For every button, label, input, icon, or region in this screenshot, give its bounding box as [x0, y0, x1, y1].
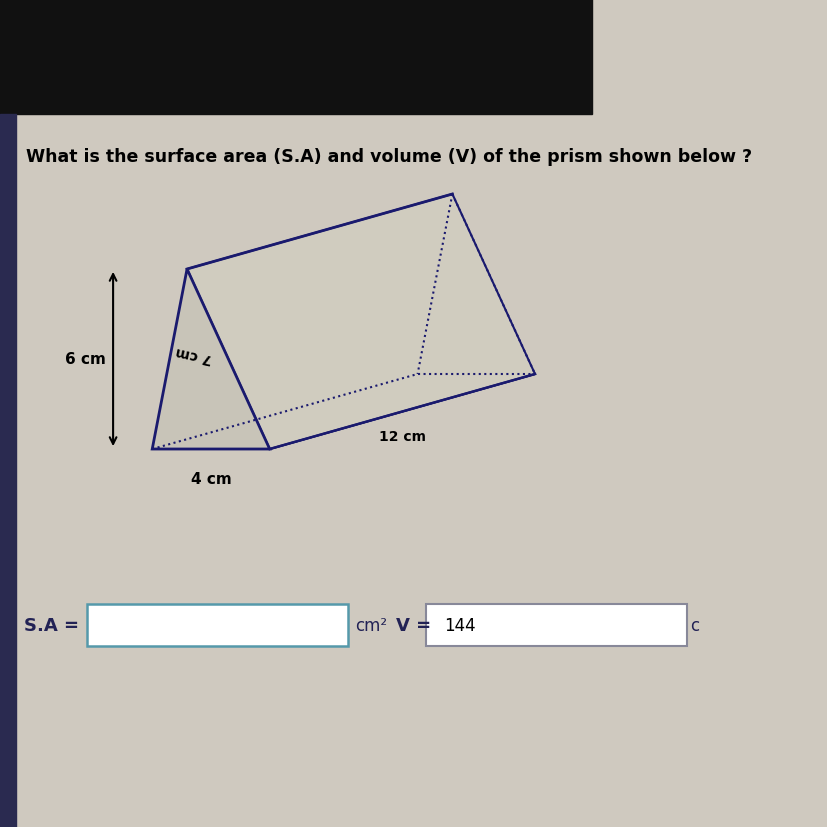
Bar	[0, 115, 16, 827]
Polygon shape	[152, 375, 534, 449]
FancyBboxPatch shape	[87, 605, 347, 646]
Text: 7 cm: 7 cm	[174, 344, 213, 366]
Text: 12 cm: 12 cm	[379, 430, 425, 444]
Bar	[0, 0, 590, 115]
Text: 4 cm: 4 cm	[190, 471, 231, 486]
Text: cm²: cm²	[355, 616, 386, 634]
Polygon shape	[187, 195, 534, 449]
Polygon shape	[152, 270, 270, 449]
Text: S.A =: S.A =	[24, 616, 79, 634]
FancyBboxPatch shape	[426, 605, 686, 646]
Text: V =: V =	[395, 616, 430, 634]
Text: 6 cm: 6 cm	[65, 352, 106, 367]
Text: 144: 144	[443, 616, 475, 634]
Text: What is the surface area (S.A) and volume (V) of the prism shown below ?: What is the surface area (S.A) and volum…	[26, 148, 751, 165]
Text: c: c	[689, 616, 698, 634]
